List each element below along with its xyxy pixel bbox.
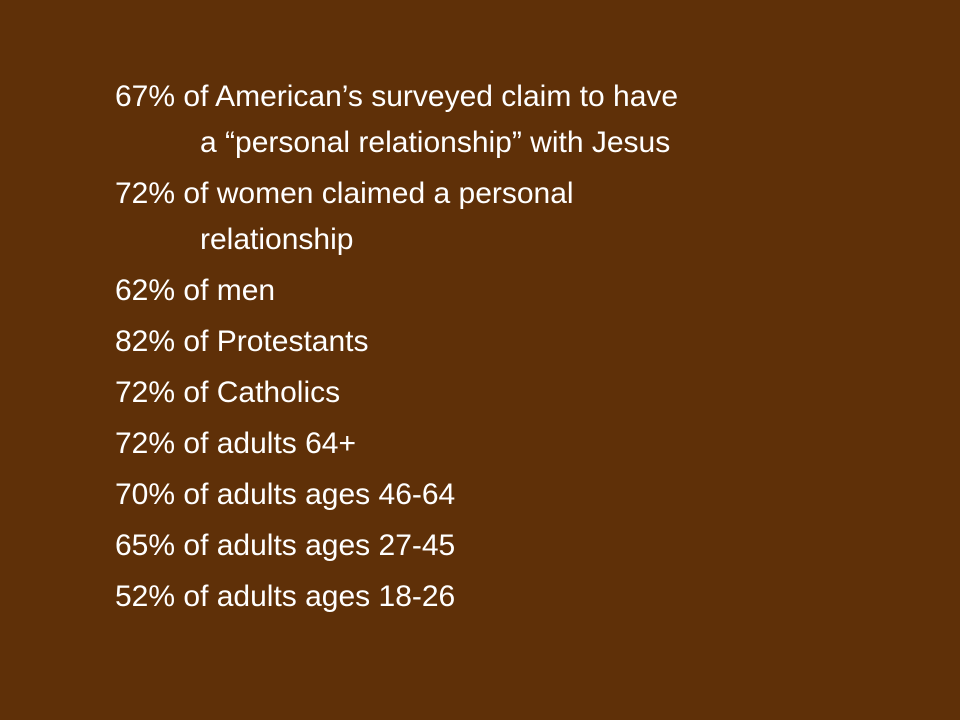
item-text: 70% of adults ages 46-64 [115,478,456,511]
item-text: a “personal relationship” with Jesus [200,126,671,159]
list-item: 72% of adults 64+ [115,421,915,467]
list-item: 65% of adults ages 27-45 [115,523,915,569]
list-item: 72% of Catholics [115,370,915,416]
item-text: 52% of adults ages 18-26 [115,580,456,613]
item-text: 65% of adults ages 27-45 [115,529,456,562]
item-text: 62% of men [115,274,276,307]
item-text: 82% of Protestants [115,325,369,358]
list-item: 72% of women claimed a personal relations… [115,171,915,263]
item-text: 72% of women claimed a personal [115,177,574,210]
list-item: 67% of American’s surveyed claim to have… [115,74,915,166]
bullet-list: 67% of American’s surveyed claim to have… [115,74,915,625]
item-text: 72% of Catholics [115,376,341,409]
item-text: 67% of American’s surveyed claim to have [115,80,679,113]
list-item: 62% of men [115,268,915,314]
list-item: 70% of adults ages 46-64 [115,472,915,518]
list-item: 82% of Protestants [115,319,915,365]
item-text: 72% of adults 64+ [115,427,357,460]
list-item: 52% of adults ages 18-26 [115,574,915,620]
item-text: relationship [200,223,354,256]
